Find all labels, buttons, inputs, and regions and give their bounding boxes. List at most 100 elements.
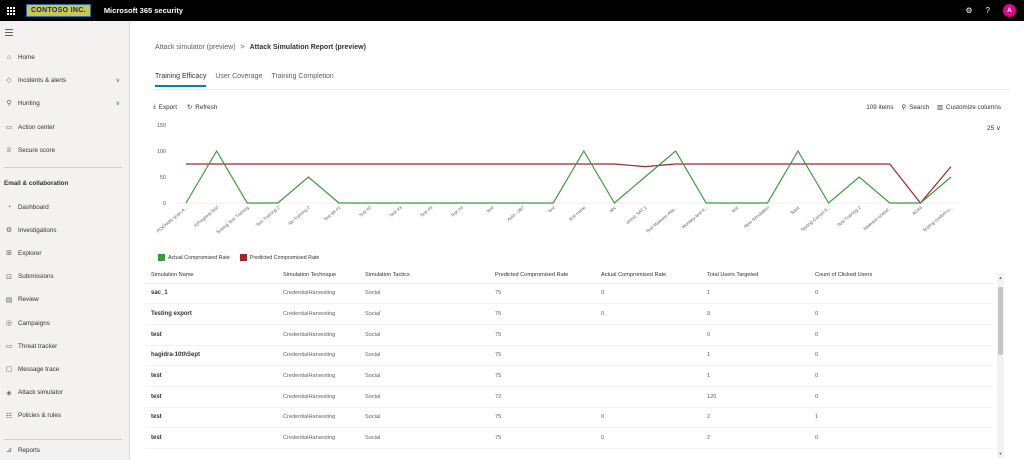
export-button[interactable]: ⤓ Export bbox=[153, 103, 177, 111]
nav-label: Investigations bbox=[18, 226, 57, 234]
sidebar-item-secure-score[interactable]: ♕ Secure score bbox=[0, 142, 130, 158]
sidebar-item-submissions[interactable]: ⊡ Submissions bbox=[0, 269, 130, 285]
nav-label: Explorer bbox=[18, 249, 42, 257]
sidebar-item-campaigns[interactable]: ◎ Campaigns bbox=[0, 315, 130, 331]
column-header[interactable]: Simulation Technique bbox=[277, 268, 359, 284]
compromise-rate-chart: 0 50 100 150 POCHolls scan-A... InProgressTes… bbox=[156, 123, 1001, 235]
sidebar-item-hunting[interactable]: ⚲ Hunting ∨ bbox=[0, 95, 130, 111]
table-scrollbar[interactable]: ▲ ▼ bbox=[997, 273, 1004, 458]
table-cell: Social bbox=[359, 407, 489, 429]
nav-label: Home bbox=[18, 53, 35, 61]
table-row[interactable]: test CredentialHarvesting Social 72 120 0 bbox=[145, 386, 993, 408]
legend-label-predicted: Predicted Compromised Rate bbox=[249, 254, 320, 261]
simulation-name-cell[interactable]: test bbox=[145, 365, 277, 387]
campaigns-icon: ◎ bbox=[5, 320, 13, 327]
sidebar-item-dashboard[interactable]: ◔ Dashboard bbox=[0, 199, 130, 215]
scroll-thumb[interactable] bbox=[998, 287, 1003, 355]
sidebar-item-explorer[interactable]: ⊞ Explorer bbox=[0, 245, 130, 261]
table-row[interactable]: test CredentialHarvesting Social 75 0 2 0 bbox=[145, 427, 993, 449]
table-row[interactable]: test CredentialHarvesting Social 75 1 0 bbox=[145, 365, 993, 387]
table-row[interactable]: test CredentialHarvesting Social 75 0 0 bbox=[145, 324, 993, 346]
series-line-actual-compromised-rate[interactable] bbox=[185, 149, 952, 204]
explorer-icon: ⊞ bbox=[6, 250, 12, 258]
scroll-down-icon[interactable]: ▼ bbox=[998, 451, 1003, 456]
org-logo[interactable]: CONTOSO INC. bbox=[26, 4, 91, 17]
simulation-name-cell[interactable]: test bbox=[145, 407, 277, 429]
table-cell: 72 bbox=[489, 386, 595, 408]
top-bar: CONTOSO INC. Microsoft 365 security ⚙ ? … bbox=[0, 0, 1024, 21]
simulation-name-cell[interactable]: sac_1 bbox=[145, 283, 277, 305]
page-size-selector[interactable]: 25 ∨ bbox=[987, 125, 1001, 132]
sidebar: ⌂ Home ◇ Incidents & alerts ∨ ⚲ Hunting ∨ ▭ Actio… bbox=[0, 21, 130, 460]
chevron-down-icon[interactable]: ∨ bbox=[115, 100, 120, 107]
app-title[interactable]: Microsoft 365 security bbox=[103, 6, 184, 15]
x-tick-label: Test1 bbox=[789, 205, 801, 216]
legend-item-actual[interactable]: Actual Compromised Rate bbox=[158, 254, 230, 261]
settings-icon[interactable]: ⚙ bbox=[965, 6, 973, 15]
table-cell: CredentialHarvesting bbox=[277, 303, 359, 325]
nav-label: Submissions bbox=[18, 273, 54, 281]
avatar[interactable]: A bbox=[1003, 4, 1016, 17]
chevron-down-icon[interactable]: ∨ bbox=[115, 77, 120, 84]
table-cell: 0 bbox=[809, 324, 993, 346]
x-tick-label: test bbox=[731, 204, 740, 213]
column-header[interactable]: Count of Clicked Users bbox=[809, 268, 993, 284]
sidebar-divider bbox=[4, 167, 122, 168]
sidebar-item-message-trace[interactable]: ▢ Message trace bbox=[0, 361, 130, 377]
breadcrumb-parent[interactable]: Attack simulator (preview) bbox=[155, 44, 236, 51]
table-row[interactable]: sac_1 CredentialHarvesting Social 75 0 1 0 bbox=[145, 283, 993, 305]
sidebar-item-reports[interactable]: ⊿ Reports bbox=[0, 442, 130, 458]
toolbar: ⤓ Export ↻ Refresh 109 items ⚲ Search ▥ … bbox=[153, 101, 1001, 113]
table-row[interactable]: test CredentialHarvesting Social 75 0 2 1 bbox=[145, 407, 993, 429]
threat-tracker-icon: ▭ bbox=[5, 343, 13, 351]
sidebar-item-review[interactable]: ▤ Review bbox=[0, 292, 130, 308]
sidebar-item-investigations[interactable]: ⚙ Investigations bbox=[0, 222, 130, 238]
table-row[interactable]: hagidra-10thSept CredentialHarvesting Soci… bbox=[145, 345, 993, 367]
sidebar-item-home[interactable]: ⌂ Home bbox=[0, 49, 130, 65]
sidebar-item-incidents-and-alerts[interactable]: ◇ Incidents & alerts ∨ bbox=[0, 72, 130, 88]
scroll-up-icon[interactable]: ▲ bbox=[998, 275, 1003, 280]
simulation-name-cell[interactable]: test bbox=[145, 427, 277, 449]
column-header[interactable]: Predicted Compromised Rate bbox=[489, 268, 595, 284]
help-icon[interactable]: ? bbox=[985, 6, 990, 15]
table-row[interactable]: Testing export CredentialHarvesting Social… bbox=[145, 303, 993, 325]
tab-training-efficacy[interactable]: Training Efficacy bbox=[155, 73, 207, 87]
sidebar-item-threat-tracker[interactable]: ▭ Threat tracker bbox=[0, 338, 130, 354]
customize-columns-button[interactable]: ▥ Customize columns bbox=[937, 104, 1001, 111]
items-count: 109 items bbox=[866, 103, 894, 111]
sidebar-divider bbox=[4, 439, 122, 440]
y-tick-label: 150 bbox=[157, 123, 166, 129]
table-cell: Social bbox=[359, 427, 489, 449]
simulation-name-cell[interactable]: test bbox=[145, 386, 277, 408]
sidebar-item-policies-and-rules[interactable]: ☷ Policies & rules bbox=[0, 408, 130, 424]
legend-item-predicted[interactable]: Predicted Compromised Rate bbox=[239, 254, 320, 261]
column-header[interactable]: Total Users Targeted bbox=[701, 268, 809, 284]
simulation-name-cell[interactable]: test bbox=[145, 324, 277, 346]
nav-label: Dashboard bbox=[18, 203, 49, 211]
nav-label: Action center bbox=[18, 123, 55, 131]
simulation-name-cell[interactable]: hagidra-10thSept bbox=[145, 345, 277, 367]
refresh-button[interactable]: ↻ Refresh bbox=[187, 104, 217, 111]
sidebar-item-action-center[interactable]: ▭ Action center bbox=[0, 119, 130, 135]
nav-label: Reports bbox=[18, 446, 41, 454]
column-header[interactable]: Simulation Tactics bbox=[359, 268, 489, 284]
sidebar-item-attack-simulator[interactable]: ◈ Attack simulator bbox=[0, 385, 130, 401]
top-right-actions: ⚙ ? A bbox=[965, 0, 1016, 21]
breadcrumb: Attack simulator (preview) > Attack Simu… bbox=[155, 44, 366, 51]
table-cell bbox=[595, 365, 701, 387]
column-header[interactable]: Actual Compromised Rate bbox=[595, 268, 701, 284]
legend-swatch-predicted bbox=[239, 254, 247, 261]
tab-training-completion[interactable]: Training Completion bbox=[271, 73, 334, 80]
series-line-predicted-compromised-rate[interactable] bbox=[186, 163, 952, 204]
column-header[interactable]: Simulation Name bbox=[145, 268, 277, 284]
app-launcher-button[interactable] bbox=[0, 0, 21, 21]
search-button[interactable]: ⚲ Search bbox=[902, 104, 930, 111]
hamburger-icon[interactable] bbox=[5, 29, 13, 38]
simulation-name-cell[interactable]: Testing export bbox=[145, 303, 277, 325]
table-cell: 75 bbox=[489, 303, 595, 325]
table-cell: 0 bbox=[595, 283, 701, 305]
tab-user-coverage[interactable]: User Coverage bbox=[215, 73, 263, 80]
export-label: Export bbox=[158, 103, 177, 111]
table-cell: 1 bbox=[809, 407, 993, 429]
table-cell: 75 bbox=[489, 324, 595, 346]
